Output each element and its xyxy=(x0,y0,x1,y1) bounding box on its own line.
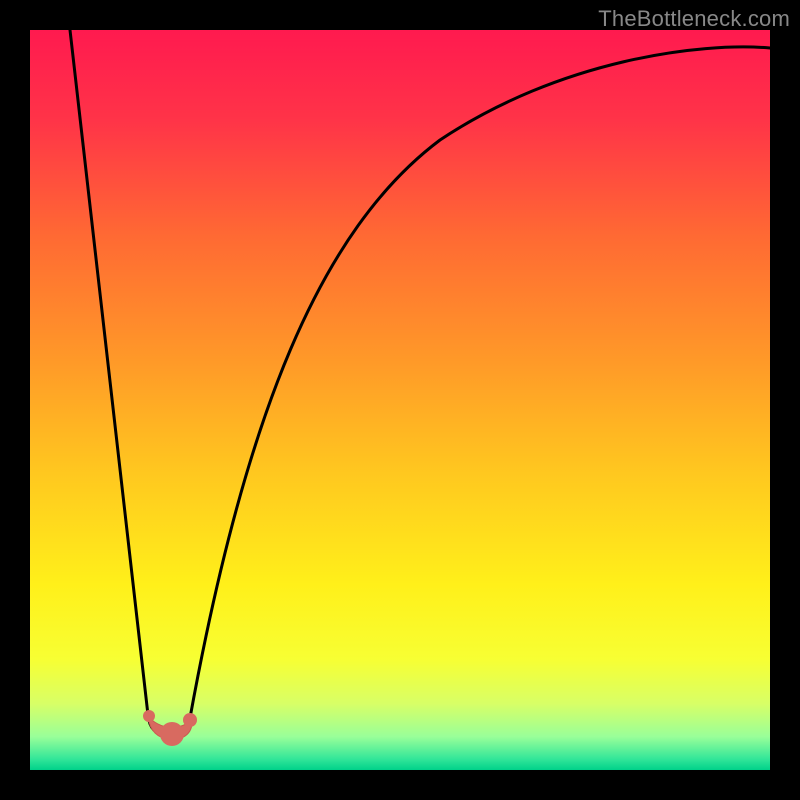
chart-container: { "watermark": "TheBottleneck.com", "cha… xyxy=(0,0,800,800)
optimal-marker-dot xyxy=(183,713,197,727)
watermark-text: TheBottleneck.com xyxy=(598,6,790,32)
optimal-marker-dot xyxy=(143,710,155,722)
bottleneck-chart xyxy=(0,0,800,800)
optimal-marker-dot xyxy=(160,722,184,746)
